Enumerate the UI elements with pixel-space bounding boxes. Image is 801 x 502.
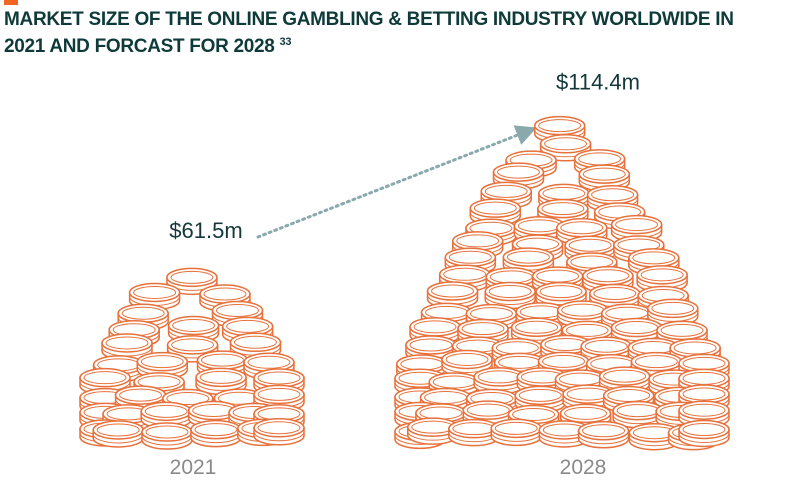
coin-inner [140,355,184,369]
coin-inner [105,336,149,350]
coin-pile [394,115,730,451]
coin-inner [257,371,301,385]
coin-rim [484,295,536,305]
coin-inner [565,323,609,337]
coin-inner [466,403,510,417]
coin-inner [539,285,583,299]
coin-inner [541,202,585,216]
coin-inner [568,238,612,252]
value-label: $114.4m [556,70,640,95]
title-note: 33 [279,36,292,48]
category-label: 2028 [560,456,607,479]
coin-inner [544,137,588,151]
value-label: $61.5m [169,218,242,243]
accent-bar [4,0,18,5]
coin-inner [651,301,695,315]
coin-rim [535,295,587,306]
coin-inner [564,406,608,420]
coin-rim [195,381,247,391]
coin-inner [145,425,189,439]
coin-inner [560,221,604,235]
coin-inner [682,387,726,401]
coin-inner [257,387,301,401]
coin-inner [445,352,489,366]
coin-inner [582,167,626,181]
coin-inner [586,269,630,283]
coin-inner [473,201,517,215]
coin-inner [570,255,614,269]
coin-inner [96,423,140,437]
coin-inner [431,284,475,298]
coin-inner [119,388,163,402]
coin-rim [578,434,630,445]
coin-inner [247,355,291,369]
coin-inner [194,423,238,437]
coin-pile [79,267,305,450]
coin-inner [542,354,586,368]
coin-inner [137,375,181,389]
coin-inner [413,320,457,334]
coin-inner [233,335,277,349]
coin-inner [171,338,215,352]
coin-inner [632,251,676,265]
coin-inner [443,267,487,281]
coin-rim [678,433,730,443]
coin-rim [441,363,493,373]
coin-inner [512,407,556,421]
coin-inner [166,392,210,406]
coin-inner [582,424,626,438]
category-label: 2021 [170,456,217,479]
coin-rim [92,433,144,444]
coin-inner [456,234,500,248]
coin-inner [488,285,532,299]
coin-inner [593,286,637,300]
coin-inner [200,353,244,367]
coin-inner [199,370,243,384]
coin-inner [496,165,540,179]
coin-inner [584,339,628,353]
coin-rim [253,431,305,442]
coin-inner [682,422,726,436]
coin-inner [448,250,492,264]
coin-inner [538,119,582,133]
growth-arrow [256,125,537,239]
coin-inner [660,323,704,337]
coin-inner [203,287,247,301]
coin-inner [257,421,301,435]
coin-inner [615,218,659,232]
coin-inner [409,338,453,352]
coin-inner [603,369,647,383]
coin-inner [226,319,270,333]
coin-inner [634,355,678,369]
coin-inner [515,320,559,334]
coin-inner [215,303,259,317]
coin-inner [484,184,528,198]
coin-inner [461,322,505,336]
coin-inner [144,404,188,418]
coin-inner [83,371,127,385]
coin-inner [673,341,717,355]
chart-title-box: MARKET SIZE OF THE ONLINE GAMBLING & BET… [4,9,764,58]
coin-inner [682,403,726,417]
coin-rim [141,435,193,446]
coin-inner [170,270,214,284]
coin-rim [511,331,563,341]
coin-inner [506,250,550,264]
coin-inner [133,285,177,299]
chart-title: MARKET SIZE OF THE ONLINE GAMBLING & BET… [4,9,734,57]
coin-inner [518,388,562,402]
coin-inner [640,268,684,282]
coin-inner [494,421,538,435]
coin-inner [591,188,635,202]
coin-inner [121,306,165,320]
coin-inner [172,318,216,332]
